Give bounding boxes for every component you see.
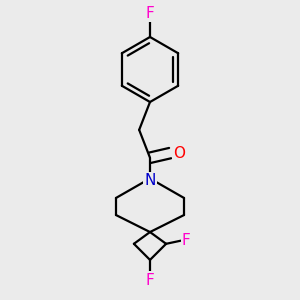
Text: F: F (146, 6, 154, 21)
Text: N: N (144, 173, 156, 188)
Text: O: O (173, 146, 185, 160)
Text: F: F (146, 272, 154, 287)
Text: F: F (182, 233, 190, 248)
